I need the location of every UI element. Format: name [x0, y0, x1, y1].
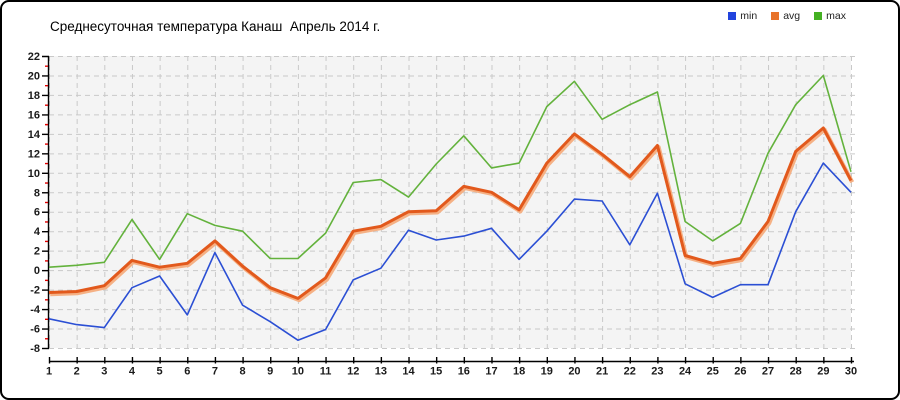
svg-text:20: 20	[28, 70, 40, 82]
svg-text:7: 7	[212, 366, 218, 378]
svg-text:6: 6	[184, 366, 190, 378]
svg-text:8: 8	[240, 366, 246, 378]
svg-text:13: 13	[375, 366, 387, 378]
svg-text:29: 29	[817, 366, 829, 378]
svg-text:21: 21	[596, 366, 608, 378]
x-axis-labels: 1 2 3 4 5 6 7 8 9 10 11 12 13 14 15 16 17 18 19 20 21 22 23 24 2…	[46, 366, 857, 378]
series-avg-line	[48, 126, 853, 300]
svg-text:16: 16	[28, 109, 40, 121]
svg-text:10: 10	[28, 168, 40, 180]
svg-text:27: 27	[762, 366, 774, 378]
svg-text:24: 24	[679, 366, 692, 378]
svg-text:26: 26	[734, 366, 746, 378]
legend-label-max: max	[826, 10, 846, 22]
svg-text:15: 15	[430, 366, 442, 378]
legend-swatch-avg-icon	[771, 12, 780, 20]
svg-text:6: 6	[34, 207, 40, 219]
legend-item-max: max	[814, 11, 846, 21]
svg-text:2: 2	[74, 366, 80, 378]
y-axis	[42, 55, 50, 350]
svg-text:20: 20	[568, 366, 580, 378]
svg-text:28: 28	[790, 366, 802, 378]
svg-text:4: 4	[129, 366, 136, 378]
svg-text:5: 5	[157, 366, 163, 378]
svg-text:1: 1	[46, 366, 52, 378]
series-max-line	[48, 74, 852, 268]
svg-text:30: 30	[845, 366, 857, 378]
chart-title: Среднесуточная температура Канаш Апрель …	[50, 19, 381, 34]
svg-text:9: 9	[267, 366, 273, 378]
svg-text:14: 14	[402, 366, 415, 378]
legend-item-avg: avg	[771, 11, 800, 21]
legend-swatch-max-icon	[814, 12, 823, 20]
svg-text:25: 25	[707, 366, 719, 378]
svg-text:11: 11	[320, 366, 332, 378]
svg-text:-4: -4	[30, 304, 41, 316]
svg-text:-6: -6	[30, 324, 40, 336]
series-avg-halo	[50, 127, 855, 303]
x-axis	[48, 357, 854, 364]
svg-text:8: 8	[34, 187, 40, 199]
svg-text:16: 16	[458, 366, 470, 378]
legend-swatch-min-icon	[728, 12, 737, 20]
legend-item-min: min	[728, 11, 757, 21]
svg-text:14: 14	[28, 129, 41, 141]
svg-text:23: 23	[651, 366, 663, 378]
svg-text:12: 12	[28, 148, 40, 160]
legend: min avg max	[728, 11, 846, 21]
svg-text:17: 17	[485, 366, 497, 378]
svg-text:10: 10	[292, 366, 304, 378]
svg-text:3: 3	[101, 366, 107, 378]
series-min-line	[48, 162, 852, 342]
svg-text:2: 2	[34, 246, 40, 258]
svg-text:-2: -2	[30, 285, 40, 297]
svg-text:18: 18	[513, 366, 525, 378]
legend-label-avg: avg	[783, 10, 801, 22]
svg-text:12: 12	[347, 366, 359, 378]
svg-text:19: 19	[541, 366, 553, 378]
legend-label-min: min	[740, 10, 758, 22]
svg-text:22: 22	[624, 366, 636, 378]
svg-text:22: 22	[28, 51, 40, 63]
svg-text:0: 0	[34, 265, 40, 277]
svg-text:-8: -8	[30, 343, 40, 355]
svg-text:4: 4	[34, 226, 41, 238]
svg-text:18: 18	[28, 90, 40, 102]
